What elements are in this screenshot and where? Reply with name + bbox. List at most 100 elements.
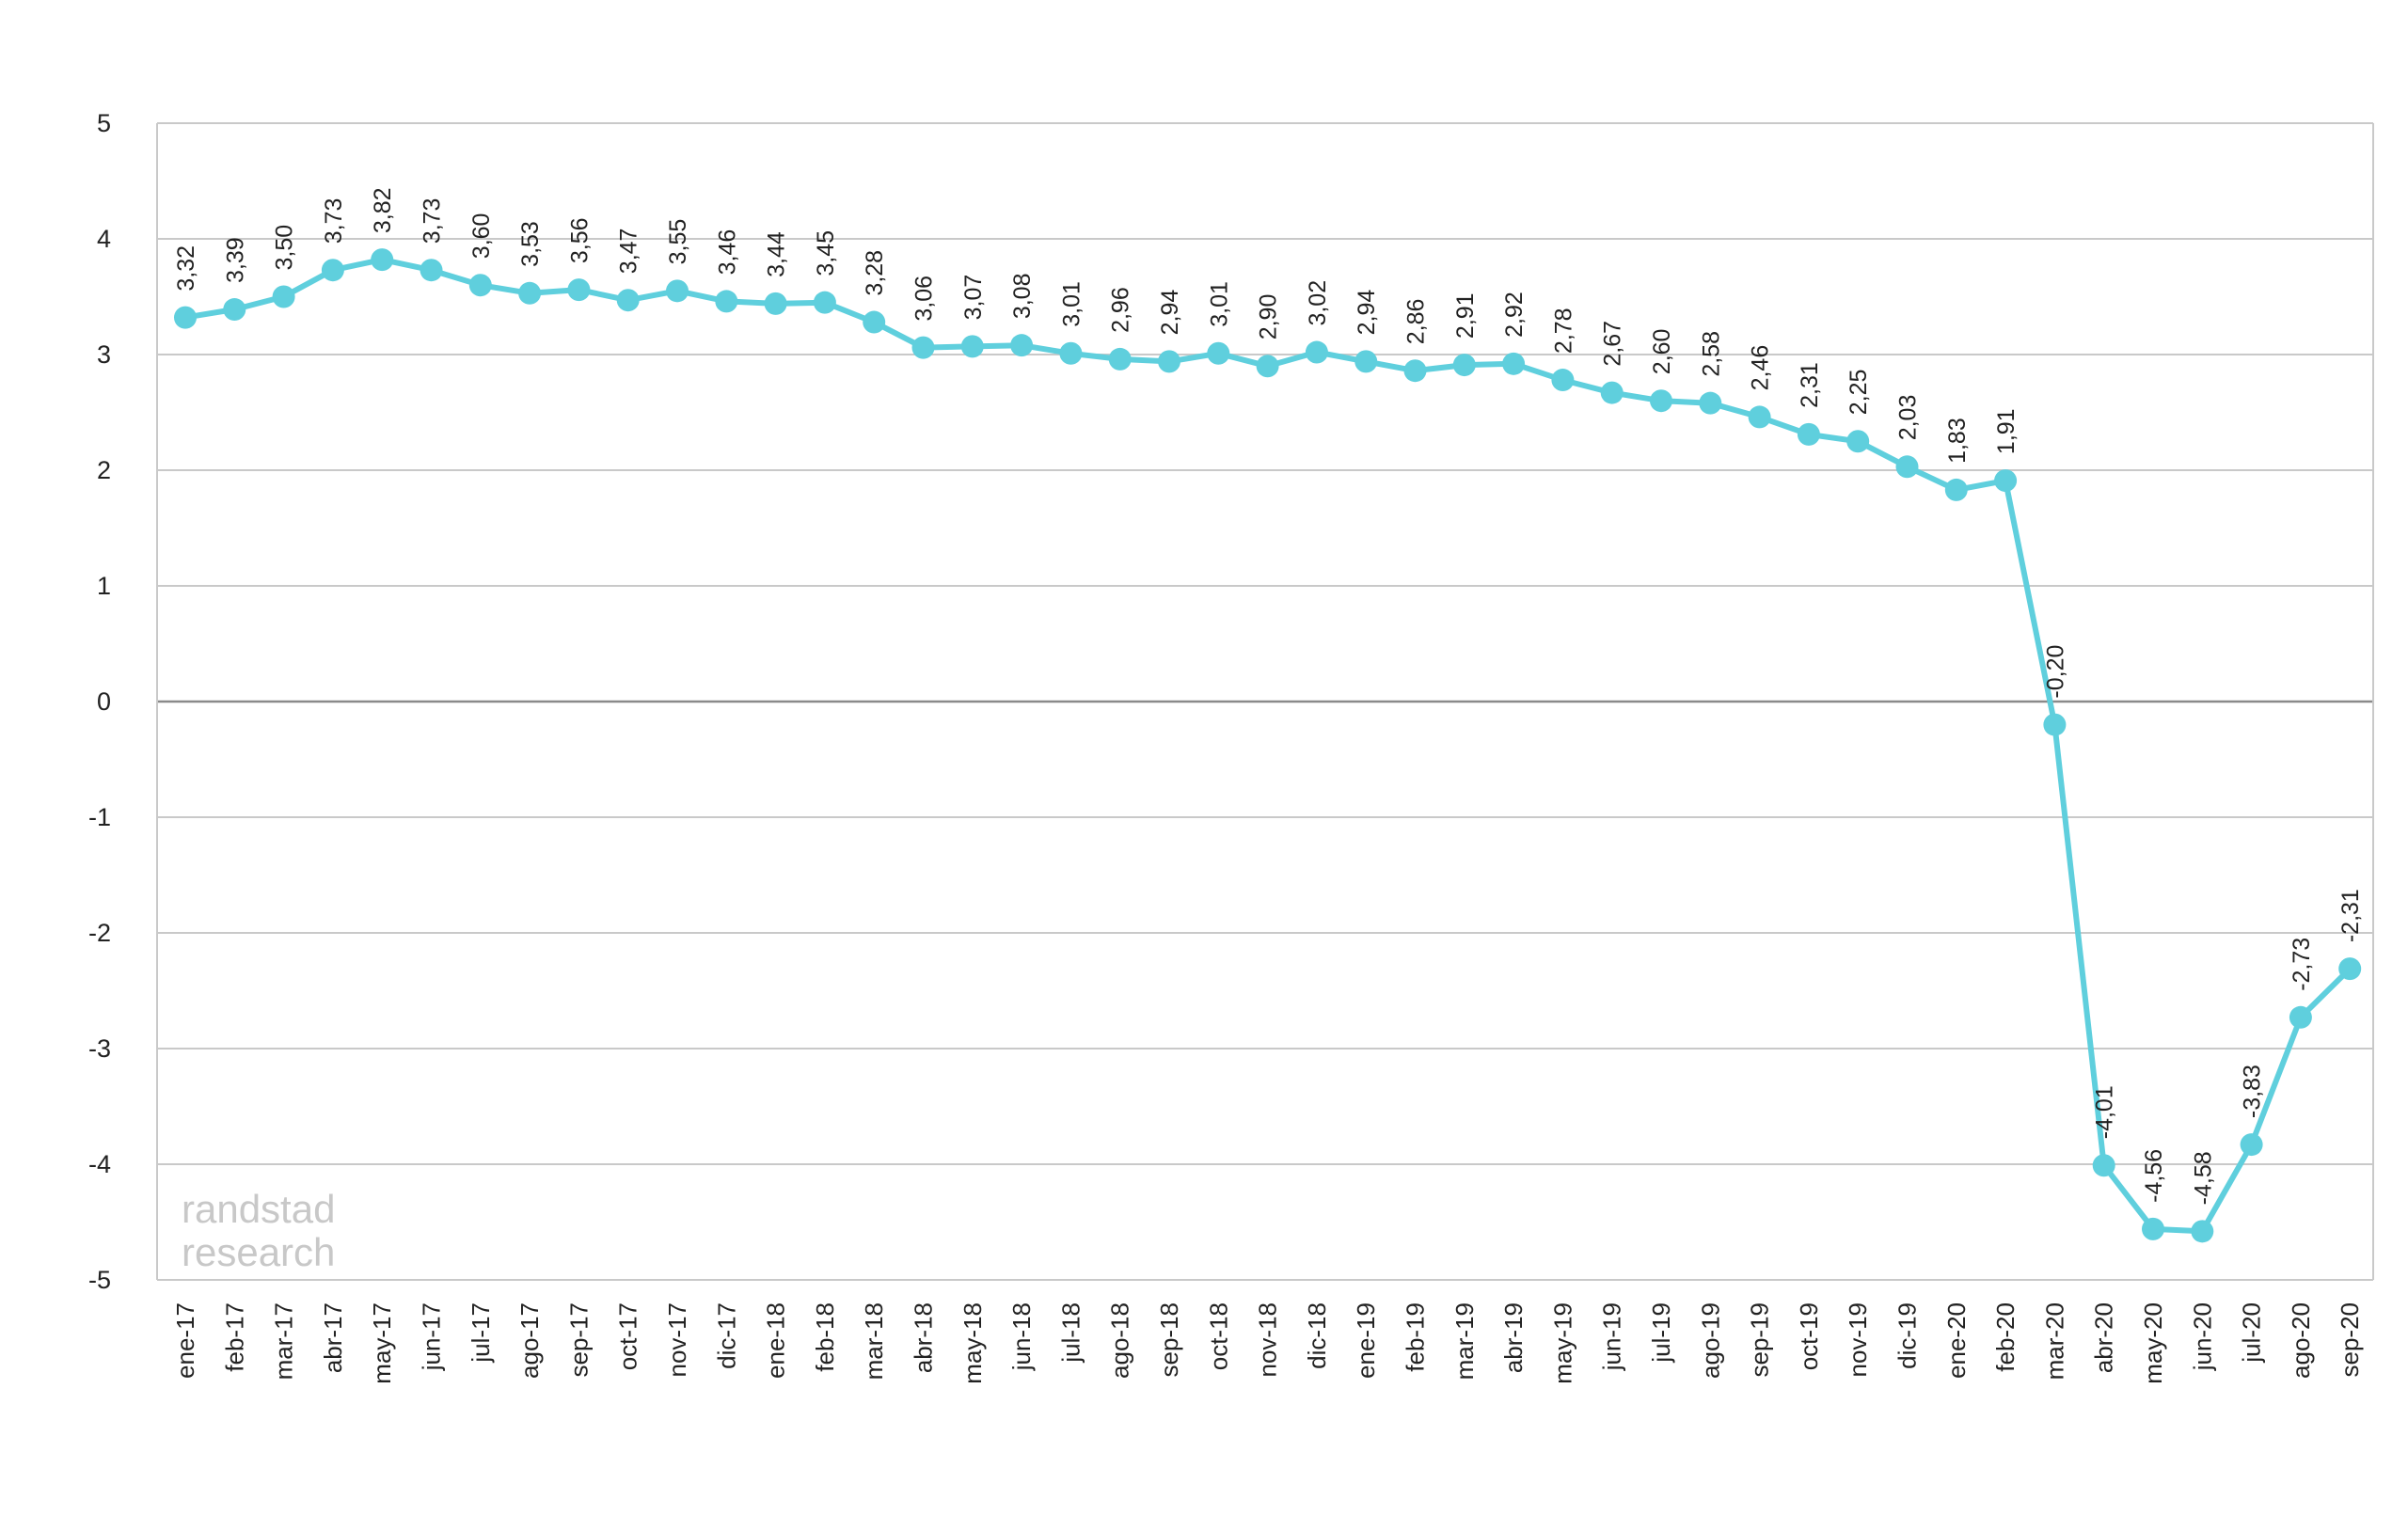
series-path — [182, 257, 2353, 1235]
data-label: 2,60 — [1649, 329, 1675, 375]
x-tick-label: may-20 — [2139, 1302, 2167, 1384]
x-tick-label: feb-17 — [220, 1302, 248, 1372]
data-point — [567, 278, 591, 302]
data-label: -4,01 — [2092, 1085, 2118, 1139]
data-point — [321, 259, 344, 282]
x-tick-label: dic-18 — [1303, 1302, 1331, 1369]
data-label: 2,86 — [1403, 299, 1430, 345]
x-tick-label: may-18 — [958, 1302, 987, 1384]
data-point — [1305, 340, 1328, 364]
x-tick-label: nov-18 — [1254, 1302, 1282, 1378]
data-label: 3,60 — [468, 213, 495, 260]
data-label: 3,55 — [665, 219, 691, 265]
x-tick-label: sep-19 — [1746, 1302, 1774, 1378]
data-point — [272, 285, 295, 308]
x-tick-label: may-19 — [1548, 1302, 1576, 1384]
x-tick-label: mar-19 — [1450, 1302, 1479, 1380]
data-label: 2,25 — [1846, 370, 1872, 416]
data-label: 3,08 — [1009, 273, 1036, 319]
x-tick-label: dic-17 — [712, 1302, 740, 1369]
data-label: 3,73 — [321, 198, 347, 245]
data-label: 2,91 — [1452, 292, 1479, 339]
data-label: 1,91 — [1993, 408, 2020, 454]
y-tick-label: -4 — [88, 1150, 111, 1178]
data-point — [2338, 957, 2362, 981]
data-point — [715, 290, 738, 313]
data-point — [420, 259, 443, 282]
data-label: 3,02 — [1305, 280, 1331, 326]
data-point — [1256, 355, 1279, 378]
data-label: 2,03 — [1895, 395, 1922, 441]
data-point — [1895, 455, 1919, 479]
x-tick-label: ene-20 — [1942, 1302, 1971, 1379]
x-tick-label: nov-17 — [663, 1302, 691, 1378]
data-point — [1158, 350, 1180, 373]
data-label: -0,20 — [2042, 645, 2068, 699]
x-tick-label: dic-19 — [1893, 1302, 1922, 1369]
data-label: 2,31 — [1797, 362, 1823, 408]
data-point — [1748, 405, 1771, 429]
data-point — [2289, 1005, 2312, 1029]
data-label: 3,82 — [370, 187, 396, 233]
data-label: 2,67 — [1600, 321, 1626, 367]
data-label: 3,44 — [764, 231, 790, 277]
data-label: 3,73 — [420, 198, 446, 245]
data-label: 2,58 — [1698, 331, 1724, 377]
x-tick-label: feb-19 — [1402, 1302, 1430, 1372]
data-point — [1551, 369, 1575, 392]
data-label: 3,56 — [566, 217, 593, 263]
data-point — [371, 248, 394, 272]
y-tick-label: -3 — [88, 1034, 111, 1063]
data-label: 3,39 — [222, 237, 248, 283]
x-tick-label: mar-17 — [270, 1302, 298, 1380]
data-label: 3,28 — [862, 250, 888, 296]
data-labels: 3,32 3,39 3,50 3,73 3,82 3,73 3,60 3,53 3,56 3,47… — [173, 187, 2364, 1205]
data-point — [1846, 430, 1870, 453]
x-tick-label: jul-17 — [467, 1302, 495, 1364]
data-label: 2,78 — [1550, 308, 1576, 354]
x-tick-label: sep-18 — [1155, 1302, 1183, 1378]
data-point — [1797, 422, 1820, 446]
x-tick-label: may-17 — [368, 1302, 396, 1384]
data-point — [1502, 352, 1526, 375]
x-tick-label: ago-18 — [1106, 1302, 1134, 1379]
data-label: -4,56 — [2141, 1149, 2167, 1203]
data-label: 3,06 — [911, 276, 938, 322]
x-tick-label: jun-19 — [1598, 1302, 1626, 1371]
data-point — [1699, 391, 1722, 415]
data-point — [1207, 341, 1230, 365]
data-point — [2191, 1220, 2214, 1243]
y-tick-label: 5 — [97, 109, 111, 137]
data-label: 3,01 — [1058, 281, 1085, 327]
x-tick-label: oct-18 — [1204, 1302, 1232, 1370]
data-label: 2,46 — [1748, 345, 1774, 391]
x-tick-label: sep-17 — [564, 1302, 593, 1378]
data-point — [223, 298, 246, 322]
y-tick-label: -5 — [88, 1266, 111, 1294]
data-point — [468, 274, 492, 297]
y-tick-label: 2 — [97, 456, 111, 484]
x-tick-label: jun-20 — [2188, 1302, 2216, 1371]
data-point — [2142, 1217, 2164, 1240]
data-label: 3,45 — [813, 230, 839, 276]
data-point — [1944, 478, 1968, 501]
y-tick-label: 1 — [97, 572, 111, 600]
watermark: randstad research — [182, 1187, 335, 1274]
x-tick-label: feb-18 — [811, 1302, 839, 1372]
x-tick-label: ago-19 — [1696, 1302, 1724, 1379]
data-label: 3,53 — [517, 221, 544, 267]
data-label: 3,47 — [616, 229, 642, 275]
x-tick-label: ene-18 — [762, 1302, 790, 1379]
data-point — [1600, 381, 1624, 404]
data-label: -4,58 — [2190, 1151, 2216, 1205]
x-tick-label: mar-18 — [860, 1302, 888, 1380]
data-label: 3,46 — [714, 229, 740, 276]
x-axis-ticks: ene-17 feb-17 mar-17 abr-17 may-17 jun-17 jul-… — [171, 1302, 2364, 1384]
data-label: 2,90 — [1256, 294, 1282, 340]
data-point — [518, 281, 542, 305]
data-point — [174, 306, 197, 329]
data-point — [1059, 341, 1083, 365]
y-tick-label: -2 — [88, 919, 111, 947]
data-label: 3,07 — [960, 275, 987, 321]
